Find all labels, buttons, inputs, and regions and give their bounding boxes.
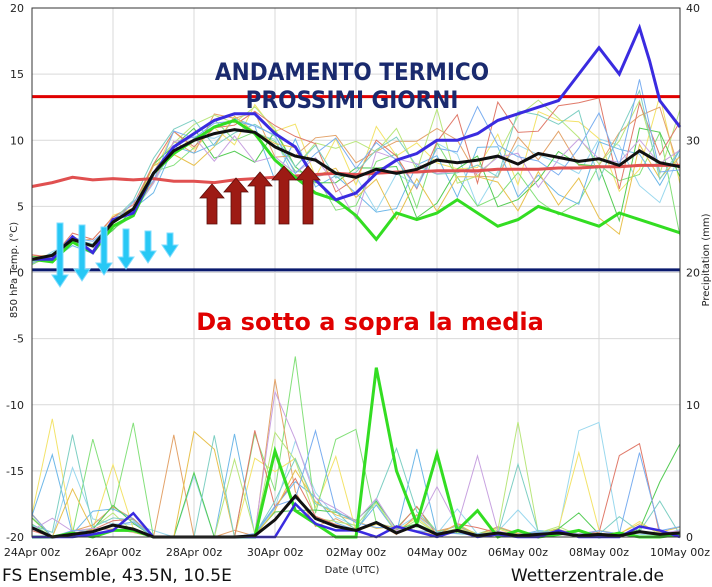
x-tick-label: 10May 00z bbox=[650, 546, 710, 559]
up-arrow bbox=[295, 165, 321, 225]
up-arrow bbox=[247, 171, 273, 225]
reference-lines bbox=[32, 95, 680, 272]
ensemble-precip-line bbox=[31, 443, 681, 538]
down-arrow bbox=[95, 226, 113, 276]
y-tick-left: -20 bbox=[6, 531, 24, 544]
y-tick-left: -10 bbox=[6, 399, 24, 412]
x-tick-label: 04May 00z bbox=[407, 546, 467, 559]
y-tick-left: -5 bbox=[13, 333, 24, 346]
plot-border bbox=[31, 7, 681, 538]
y-tick-right: 0 bbox=[686, 531, 693, 544]
plot-frame bbox=[31, 7, 681, 538]
y-tick-left: 5 bbox=[17, 200, 24, 213]
y-tick-right: 10 bbox=[686, 399, 700, 412]
x-tick-label: 24Apr 00z bbox=[4, 546, 61, 559]
y-tick-left: 10 bbox=[10, 134, 24, 147]
x-tick-label: 06May 00z bbox=[488, 546, 548, 559]
y-tick-left: 0 bbox=[17, 267, 24, 280]
mean-precip-line bbox=[31, 493, 681, 539]
down-arrow bbox=[117, 228, 135, 270]
up-arrow bbox=[223, 177, 249, 225]
x-tick-label: 02May 00z bbox=[326, 546, 386, 559]
up-arrow bbox=[199, 183, 225, 225]
chart-title-line-1: ANDAMENTO TERMICO bbox=[215, 58, 489, 86]
footer-model-info: FS Ensemble, 43.5N, 10.5E bbox=[2, 566, 232, 586]
trend-arrows bbox=[51, 165, 321, 288]
down-arrow bbox=[51, 222, 69, 288]
y-tick-right: 20 bbox=[686, 267, 700, 280]
y-tick-right: 40 bbox=[686, 2, 700, 15]
ensemble-temp-line bbox=[31, 89, 681, 263]
y-tick-right: 30 bbox=[686, 134, 700, 147]
annotation-text: Da sotto a sopra la media bbox=[196, 308, 544, 336]
y-tick-left: 15 bbox=[10, 68, 24, 81]
x-tick-label: 30Apr 00z bbox=[247, 546, 304, 559]
main-series bbox=[31, 23, 682, 539]
up-arrow bbox=[271, 165, 297, 225]
y-tick-left: -15 bbox=[6, 465, 24, 478]
down-arrow bbox=[73, 224, 91, 282]
x-tick-label: 08May 00z bbox=[569, 546, 629, 559]
x-tick-label: 28Apr 00z bbox=[166, 546, 223, 559]
chart-title-line-2: PROSSIMI GIORNI bbox=[246, 86, 459, 114]
mean-temp-line bbox=[31, 128, 681, 261]
footer-source: Wetterzentrale.de bbox=[510, 566, 664, 586]
y-tick-left: 20 bbox=[10, 2, 24, 15]
climate-temp-line bbox=[31, 163, 680, 188]
y-axis-label-right: Precipitation (mm) bbox=[701, 213, 712, 306]
down-arrow bbox=[139, 230, 157, 264]
x-tick-label: 26Apr 00z bbox=[85, 546, 142, 559]
axis-ticks: 20 15 10 5 0 -5 -10 -15 -20 40 30 20 10 0 24Apr 00z 26A… bbox=[4, 2, 710, 559]
x-axis-label: Date (UTC) bbox=[325, 565, 380, 576]
down-arrow bbox=[161, 232, 179, 258]
y-axis-label-left: 850 hPa Temp. (°C) bbox=[9, 222, 20, 318]
